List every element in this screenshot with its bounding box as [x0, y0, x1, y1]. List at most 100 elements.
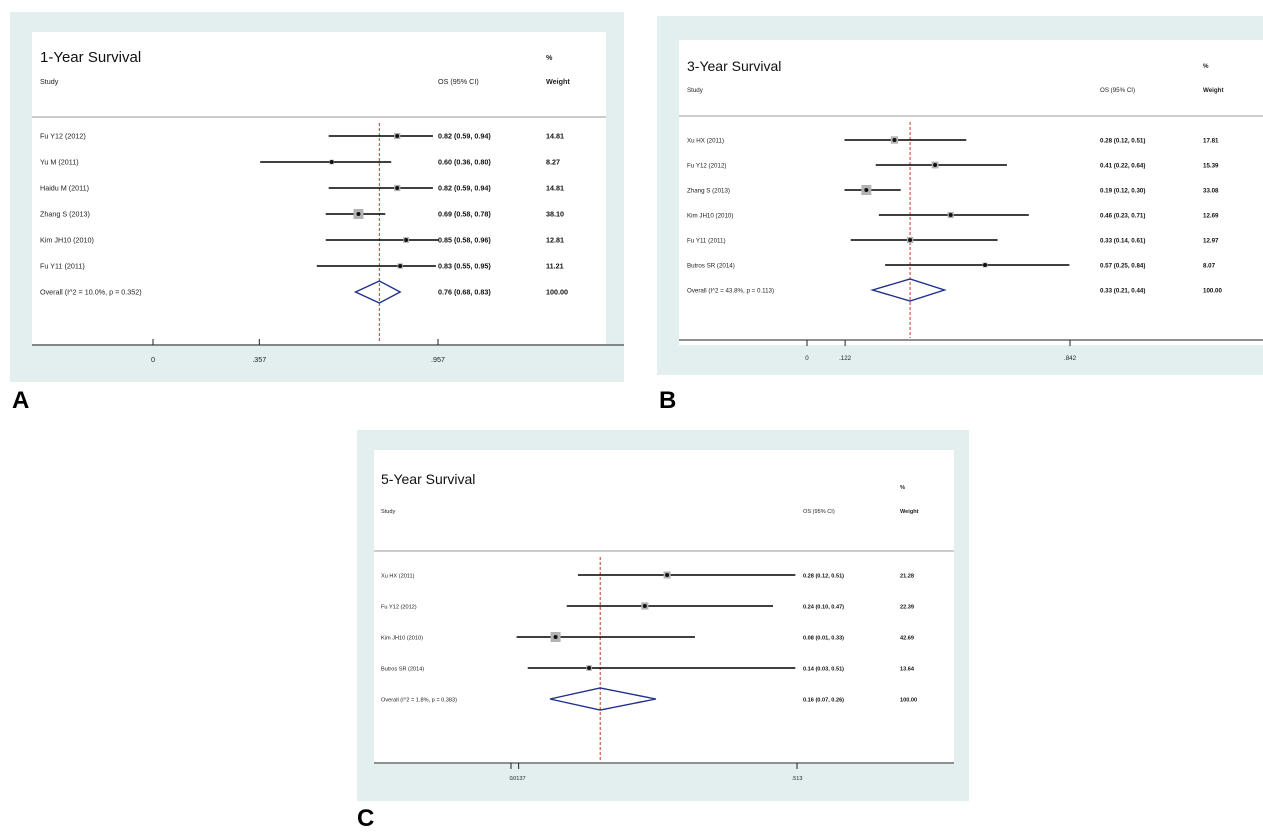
weight-text: 14.81 [546, 132, 564, 141]
overall-ci-text: 0.33 (0.21, 0.44) [1100, 288, 1145, 295]
header-percent: % [900, 485, 905, 491]
study-row: Xu HX (2011) 0.28 (0.12, 0.51) 17.81 [687, 136, 1219, 145]
ci-text: 0.69 (0.58, 0.78) [438, 210, 491, 219]
ci-text: 0.24 (0.10, 0.47) [803, 605, 844, 611]
point-estimate [665, 573, 670, 577]
overall-row: Overall (I^2 = 43.8%, p = 0.113) 0.33 (0.… [687, 278, 1222, 302]
study-label: Zhang S (2013) [687, 188, 730, 195]
overall-ci-text: 0.16 (0.07, 0.26) [803, 698, 844, 704]
header-percent: % [546, 53, 553, 62]
study-row: Butros SR (2014) 0.14 (0.03, 0.51) 13.64 [381, 665, 915, 673]
study-label: Xu HX (2011) [381, 574, 415, 580]
weight-text: 17.81 [1203, 138, 1219, 145]
weight-text: 12.97 [1203, 238, 1219, 245]
panel-letter-b: B [659, 387, 677, 414]
forest-plot-c: 5-Year Survival Study OS (95% CI)% Weight Xu… [374, 450, 954, 782]
study-label: Kim JH10 (2010) [687, 213, 733, 220]
study-label: Kim JH10 (2010) [40, 236, 94, 245]
x-tick-label: .957 [431, 355, 445, 364]
study-label: Kim JH10 (2010) [381, 636, 423, 642]
overall-label: Overall (I^2 = 43.8%, p = 0.113) [687, 288, 774, 295]
ci-text: 0.33 (0.14, 0.61) [1100, 238, 1145, 245]
overall-label: Overall (I^2 = 1.8%, p = 0.383) [381, 698, 457, 704]
ci-text: 0.14 (0.03, 0.51) [803, 667, 844, 673]
weight-text: 14.81 [546, 184, 564, 193]
header-weight: Weight [1203, 87, 1224, 94]
weight-text: 12.69 [1203, 213, 1219, 220]
study-row: Fu Y12 (2012) 0.82 (0.59, 0.94) 14.81 [40, 132, 564, 141]
study-label: Fu Y12 (2012) [687, 163, 726, 170]
overall-diamond [870, 278, 947, 302]
ci-text: 0.28 (0.12, 0.51) [803, 574, 844, 580]
weight-text: 33.08 [1203, 188, 1219, 195]
study-label: Yu M (2011) [40, 158, 79, 167]
point-estimate [395, 186, 400, 190]
study-label: Zhang S (2013) [40, 210, 90, 219]
study-row: Yu M (2011) 0.60 (0.36, 0.80) 8.27 [40, 158, 560, 167]
ci-text: 0.60 (0.36, 0.80) [438, 158, 491, 167]
point-estimate [892, 138, 897, 142]
overall-label: Overall (I^2 = 10.0%, p = 0.352) [40, 288, 142, 297]
chart-title: 1-Year Survival [40, 49, 141, 66]
forest-panel-b: 3-Year Survival Study OS (95% CI)% Weight Xu… [657, 16, 1263, 375]
plot-area [374, 450, 954, 764]
header-estimate: OS (95% CI) [1100, 87, 1135, 94]
study-label: Fu Y11 (2011) [40, 262, 85, 271]
point-estimate [398, 264, 403, 268]
header-estimate: OS (95% CI) [438, 77, 479, 86]
x-tick-label: .842 [1064, 355, 1077, 362]
study-row: Zhang S (2013) 0.69 (0.58, 0.78) 38.10 [40, 209, 564, 219]
header-weight: Weight [546, 77, 570, 86]
chart-title: 5-Year Survival [381, 471, 475, 487]
overall-row: Overall (I^2 = 10.0%, p = 0.352) 0.76 (0.… [40, 280, 568, 304]
overall-diamond [549, 687, 657, 711]
header-study: Study [687, 87, 704, 94]
plot-area [679, 40, 1263, 345]
point-estimate [356, 212, 361, 216]
overall-weight-text: 100.00 [900, 698, 917, 704]
study-label: Fu Y11 (2011) [687, 238, 726, 245]
header-percent: % [1203, 63, 1209, 70]
study-row: Fu Y11 (2011) 0.33 (0.14, 0.61) 12.97 [687, 236, 1219, 245]
study-label: Butros SR (2014) [687, 263, 735, 270]
study-row: Xu HX (2011) 0.28 (0.12, 0.51) 21.28 [381, 571, 914, 580]
x-tick-label: .122 [839, 355, 852, 362]
study-label: Xu HX (2011) [687, 138, 724, 145]
point-estimate [404, 238, 409, 242]
header-estimate: OS (95% CI) [803, 509, 835, 515]
ci-text: 0.82 (0.59, 0.94) [438, 184, 491, 193]
ci-text: 0.46 (0.23, 0.71) [1100, 213, 1145, 220]
ci-text: 0.08 (0.01, 0.33) [803, 636, 844, 642]
header-weight: Weight [900, 509, 919, 515]
weight-text: 22.39 [900, 605, 914, 611]
study-row: Kim JH10 (2010) 0.85 (0.58, 0.96) 12.81 [40, 236, 564, 245]
overall-weight-text: 100.00 [546, 288, 568, 297]
weight-text: 12.81 [546, 236, 564, 245]
weight-text: 13.64 [900, 667, 915, 673]
ci-text: 0.83 (0.55, 0.95) [438, 262, 491, 271]
point-estimate [553, 635, 558, 639]
panel-letter-c: C [357, 805, 375, 832]
ci-text: 0.57 (0.25, 0.84) [1100, 263, 1145, 270]
point-estimate [587, 666, 592, 670]
point-estimate [908, 238, 913, 242]
point-estimate [395, 134, 400, 138]
overall-ci-text: 0.76 (0.68, 0.83) [438, 288, 491, 297]
point-estimate [642, 604, 647, 608]
x-tick-label: .0137 [512, 776, 526, 782]
study-row: Butros SR (2014) 0.57 (0.25, 0.84) 8.07 [687, 263, 1216, 270]
study-row: Zhang S (2013) 0.19 (0.12, 0.30) 33.08 [687, 185, 1219, 195]
weight-text: 38.10 [546, 210, 564, 219]
x-tick-label: .513 [792, 776, 803, 782]
plot-area [32, 32, 606, 344]
ci-text: 0.82 (0.59, 0.94) [438, 132, 491, 141]
ci-text: 0.85 (0.58, 0.96) [438, 236, 491, 245]
x-tick-label: 0 [805, 355, 809, 362]
point-estimate [983, 263, 988, 267]
study-label: Fu Y12 (2012) [381, 605, 417, 611]
point-estimate [948, 213, 953, 217]
study-row: Fu Y12 (2012) 0.24 (0.10, 0.47) 22.39 [381, 602, 914, 611]
forest-plot-b: 3-Year Survival Study OS (95% CI)% Weight Xu… [679, 40, 1263, 362]
x-tick-label: .357 [252, 355, 266, 364]
weight-text: 21.28 [900, 574, 914, 580]
